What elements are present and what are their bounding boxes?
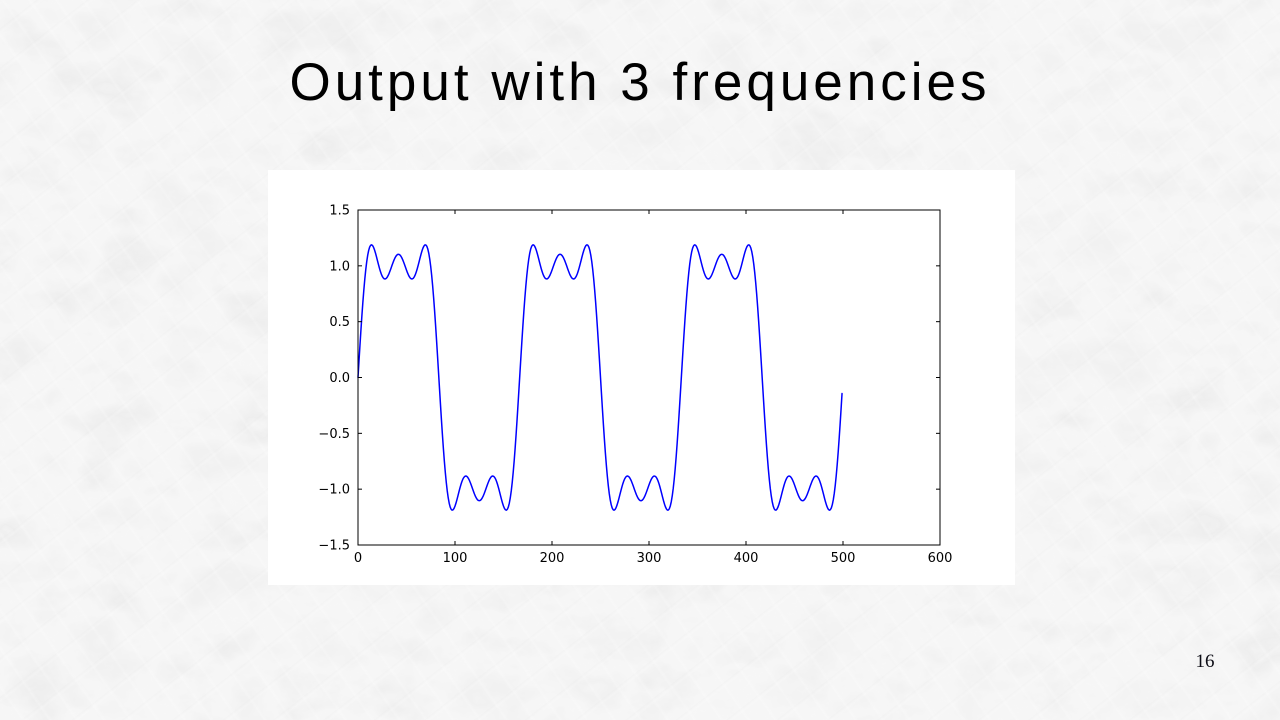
- slide-title: Output with 3 frequencies: [289, 53, 991, 112]
- x-tick-label: 200: [540, 551, 565, 566]
- x-tick-label: 400: [734, 551, 759, 566]
- x-tick-label: 300: [637, 551, 662, 566]
- y-tick-label: −0.5: [318, 427, 350, 442]
- y-tick-label: 0.0: [329, 371, 350, 386]
- waveform-chart: 0 100 200 300 400 500 600 −1.5 −1.0 −0.5 0.0 0.5 1.0…: [268, 170, 1015, 585]
- signal-path: [357, 244, 843, 511]
- y-tick-label: 1.5: [329, 204, 350, 219]
- figure-panel: 0 100 200 300 400 500 600 −1.5 −1.0 −0.5 0.0 0.5 1.0…: [268, 170, 1015, 585]
- y-tick-label: 1.0: [329, 259, 350, 274]
- x-tick-label: 0: [354, 551, 362, 566]
- x-tick-label: 600: [928, 551, 953, 566]
- plot-background: [268, 170, 1015, 585]
- y-tick-label: −1.5: [318, 539, 350, 554]
- x-tick-label: 500: [831, 551, 856, 566]
- page-number: 16: [1195, 651, 1215, 672]
- x-tick-label: 100: [443, 551, 468, 566]
- y-tick-label: −1.0: [318, 483, 350, 498]
- y-tick-label: 0.5: [329, 315, 350, 330]
